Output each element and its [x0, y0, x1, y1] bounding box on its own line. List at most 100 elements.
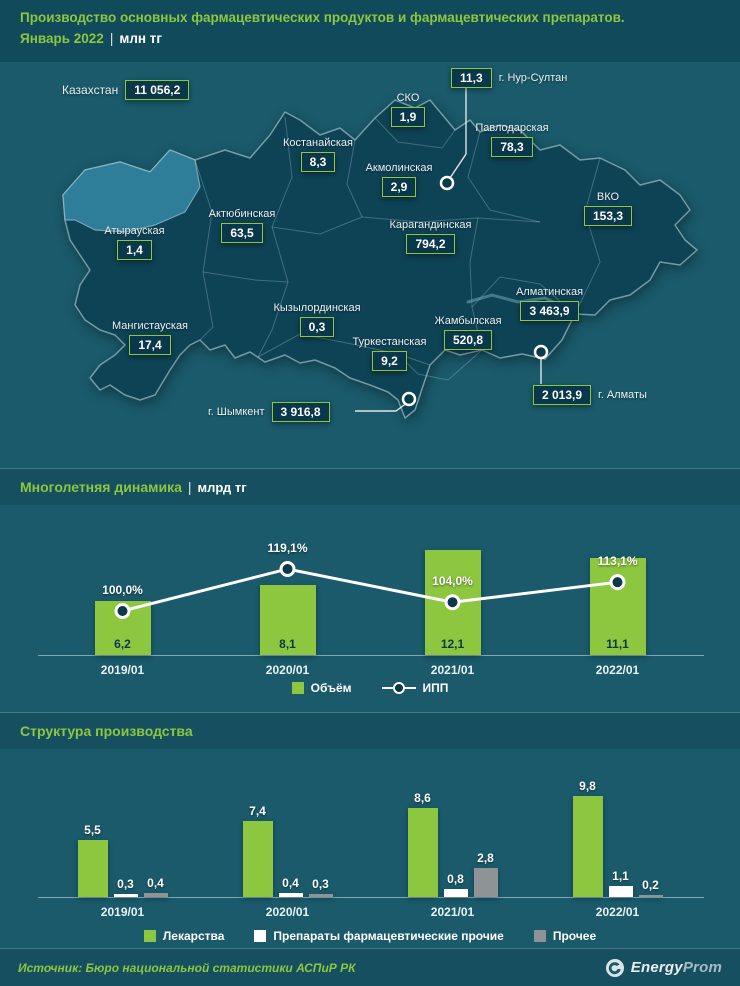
region-value-box: 153,3 [583, 206, 633, 226]
map-label-sko: СКО 1,9 [378, 92, 438, 127]
pharma-other-legend-label: Препараты фармацевтические прочие [273, 929, 504, 943]
structure-chart: Лекарства Препараты фармацевтические про… [0, 749, 740, 948]
map-label-shymkent-city: г. Шымкент 3 916,8 [208, 402, 330, 422]
map-label-almatinskaya: Алматинская 3 463,9 [502, 286, 597, 321]
region-name: Актюбинская [208, 208, 276, 220]
legend-item-other: Прочее [533, 929, 597, 943]
region-name: г. Алматы [598, 389, 647, 401]
structure-value-label: 8,6 [414, 791, 431, 806]
structure-bar [407, 808, 438, 897]
structure-bar [443, 888, 468, 897]
region-value-box: 520,8 [443, 330, 493, 350]
other-swatch-icon [533, 930, 546, 942]
structure-value-label: 2,8 [477, 851, 494, 866]
region-name: Карагандинская [389, 219, 472, 231]
structure-value-label: 0,8 [447, 871, 464, 886]
volume-value-label: 12,1 [440, 637, 465, 651]
dynamics-separator: | [187, 479, 192, 495]
dynamics-chart: Объём ИПП 6,2 100,0% 2019/01 8,1 119,1% 2020/… [0, 505, 740, 712]
region-value-box: 0,3 [299, 317, 335, 337]
map-section: Казахстан 11 056,2 11,3 г. Нур-Султан СК… [0, 62, 740, 468]
map-label-mangistauskaya: Мангистауская 17,4 [100, 320, 200, 355]
header: Производство основных фармацевтических п… [0, 0, 740, 62]
region-name: Павлодарская [475, 122, 549, 134]
structure-category-label: 2020/01 [265, 905, 310, 919]
structure-legend: Лекарства Препараты фармацевтические про… [0, 929, 740, 943]
structure-bar [473, 868, 498, 897]
region-value-box: 3 463,9 [520, 301, 579, 321]
structure-value-label: 5,5 [84, 823, 101, 838]
ipp-legend-label: ИПП [422, 681, 449, 695]
region-value-box: 11,3 [451, 68, 492, 88]
region-name: г. Шымкент [208, 406, 265, 418]
structure-bar [278, 892, 303, 897]
map-label-turkestanskaya: Туркестанская 9,2 [342, 336, 437, 371]
legend-item-medicines: Лекарства [143, 929, 224, 943]
header-unit: млн тг [119, 31, 163, 46]
city-marker-nur-sultan [439, 175, 455, 191]
region-borders [194, 116, 601, 381]
map-label-akmolinskaya: Акмолинская 2,9 [355, 162, 443, 197]
map-label-karagandinskaya: Карагандинская 794,2 [378, 219, 483, 254]
logo-part1: Energy [630, 959, 683, 976]
header-period: Январь 2022 [20, 31, 104, 46]
logo-part2: Prom [682, 959, 722, 976]
structure-bar [143, 892, 168, 897]
structure-bar [608, 885, 633, 897]
source-text: Источник: Бюро национальной статистики А… [18, 960, 356, 975]
map-label-aktyubinskaya: Актюбинская 63,5 [196, 208, 288, 243]
other-legend-label: Прочее [552, 929, 597, 943]
region-value-box: 794,2 [406, 234, 455, 254]
structure-bar [572, 796, 603, 897]
country-name: Казахстан [62, 83, 119, 97]
map-label-nur-sultan: 11,3 г. Нур-Султан [451, 68, 567, 88]
map-label-pavlodarskaya: Павлодарская 78,3 [462, 122, 562, 157]
map-label-atyrauskaya: Атырауская 1,4 [92, 225, 177, 260]
region-name: Акмолинская [365, 162, 433, 174]
structure-axis-line [38, 897, 704, 898]
structure-value-label: 7,4 [249, 803, 266, 818]
country-shape [62, 99, 698, 419]
country-value-box: 11 056,2 [125, 80, 190, 100]
region-name: Жамбылская [434, 315, 502, 327]
pharma-other-swatch-icon [254, 930, 267, 942]
volume-legend-label: Объём [310, 681, 352, 695]
map-label-vko: ВКО 153,3 [578, 191, 638, 226]
region-value-box: 1,4 [117, 240, 152, 260]
region-name: Мангистауская [111, 320, 189, 332]
dynamics-legend: Объём ИПП [0, 681, 740, 695]
structure-category-label: 2021/01 [430, 905, 475, 919]
ipp-point-marker [279, 560, 296, 577]
region-name: Кызылординская [273, 302, 361, 314]
energyprom-logo: EnergyProm [605, 958, 722, 978]
structure-bar [308, 893, 333, 897]
ipp-value-label: 113,1% [597, 554, 638, 569]
region-name: г. Нур-Султан [498, 72, 568, 84]
region-value-box: 8,3 [300, 152, 336, 172]
region-name: Алматинская [515, 286, 584, 298]
legend-item-ipp: ИПП [381, 681, 449, 695]
dynamics-axis-line [38, 655, 704, 656]
region-name: Туркестанская [352, 336, 427, 348]
structure-value-label: 0,3 [312, 876, 329, 891]
dynamics-category-label: 2019/01 [100, 663, 145, 677]
region-value-box: 3 916,8 [271, 402, 330, 422]
structure-bar [77, 840, 108, 897]
header-subtitle: Январь 2022 | млн тг [20, 31, 720, 46]
structure-value-label: 0,4 [282, 875, 299, 890]
structure-value-label: 9,8 [579, 779, 596, 794]
medicines-swatch-icon [143, 930, 156, 942]
volume-value-label: 8,1 [279, 637, 296, 651]
region-name: Костанайская [282, 137, 354, 149]
city-marker-almaty [533, 344, 549, 360]
region-name: ВКО [596, 191, 620, 203]
structure-value-label: 1,1 [612, 868, 629, 883]
structure-value-label: 0,2 [642, 877, 659, 892]
region-value-box: 1,9 [390, 107, 426, 127]
structure-bar [638, 894, 663, 897]
dynamics-category-label: 2022/01 [595, 663, 640, 677]
structure-section-header: Структура производства [0, 712, 740, 749]
dynamics-category-label: 2020/01 [265, 663, 310, 677]
map-label-zhambylskaya: Жамбылская 520,8 [424, 315, 512, 350]
region-value-box: 78,3 [491, 137, 533, 157]
